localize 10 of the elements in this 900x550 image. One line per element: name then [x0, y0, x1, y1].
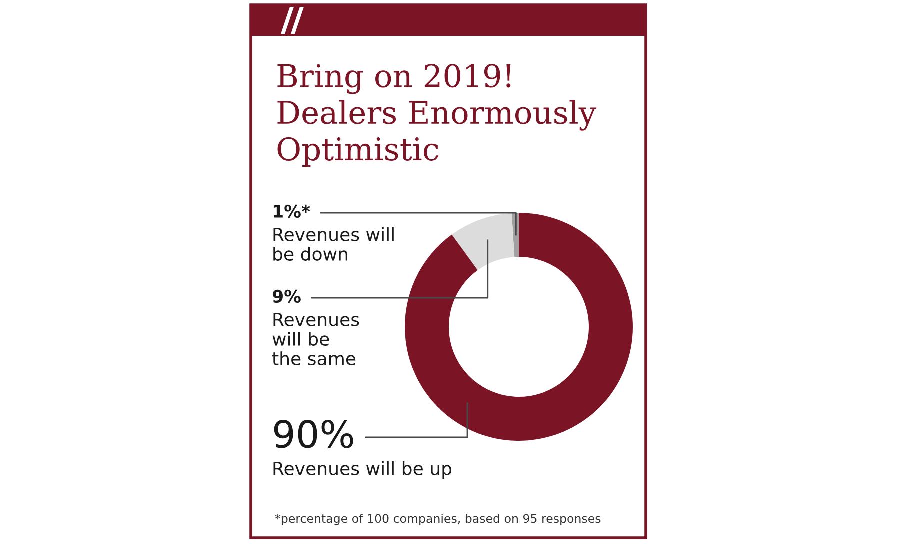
slice-label: Revenues will be the same — [272, 313, 360, 366]
donut-slice — [452, 213, 515, 270]
chart-title: Bring on 2019! Dealers Enormously Optimistic — [278, 64, 596, 168]
data-label: 1%* — [274, 204, 310, 218]
data-label: 90% — [274, 420, 354, 448]
slice-label: Revenues will be down — [274, 228, 394, 262]
slice-label: Revenues will be up — [274, 462, 452, 479]
donut-slice — [405, 213, 633, 441]
text: *percentage of 100 companies, based on 95 responses — [275, 514, 601, 526]
data-label: 9% — [272, 290, 301, 304]
